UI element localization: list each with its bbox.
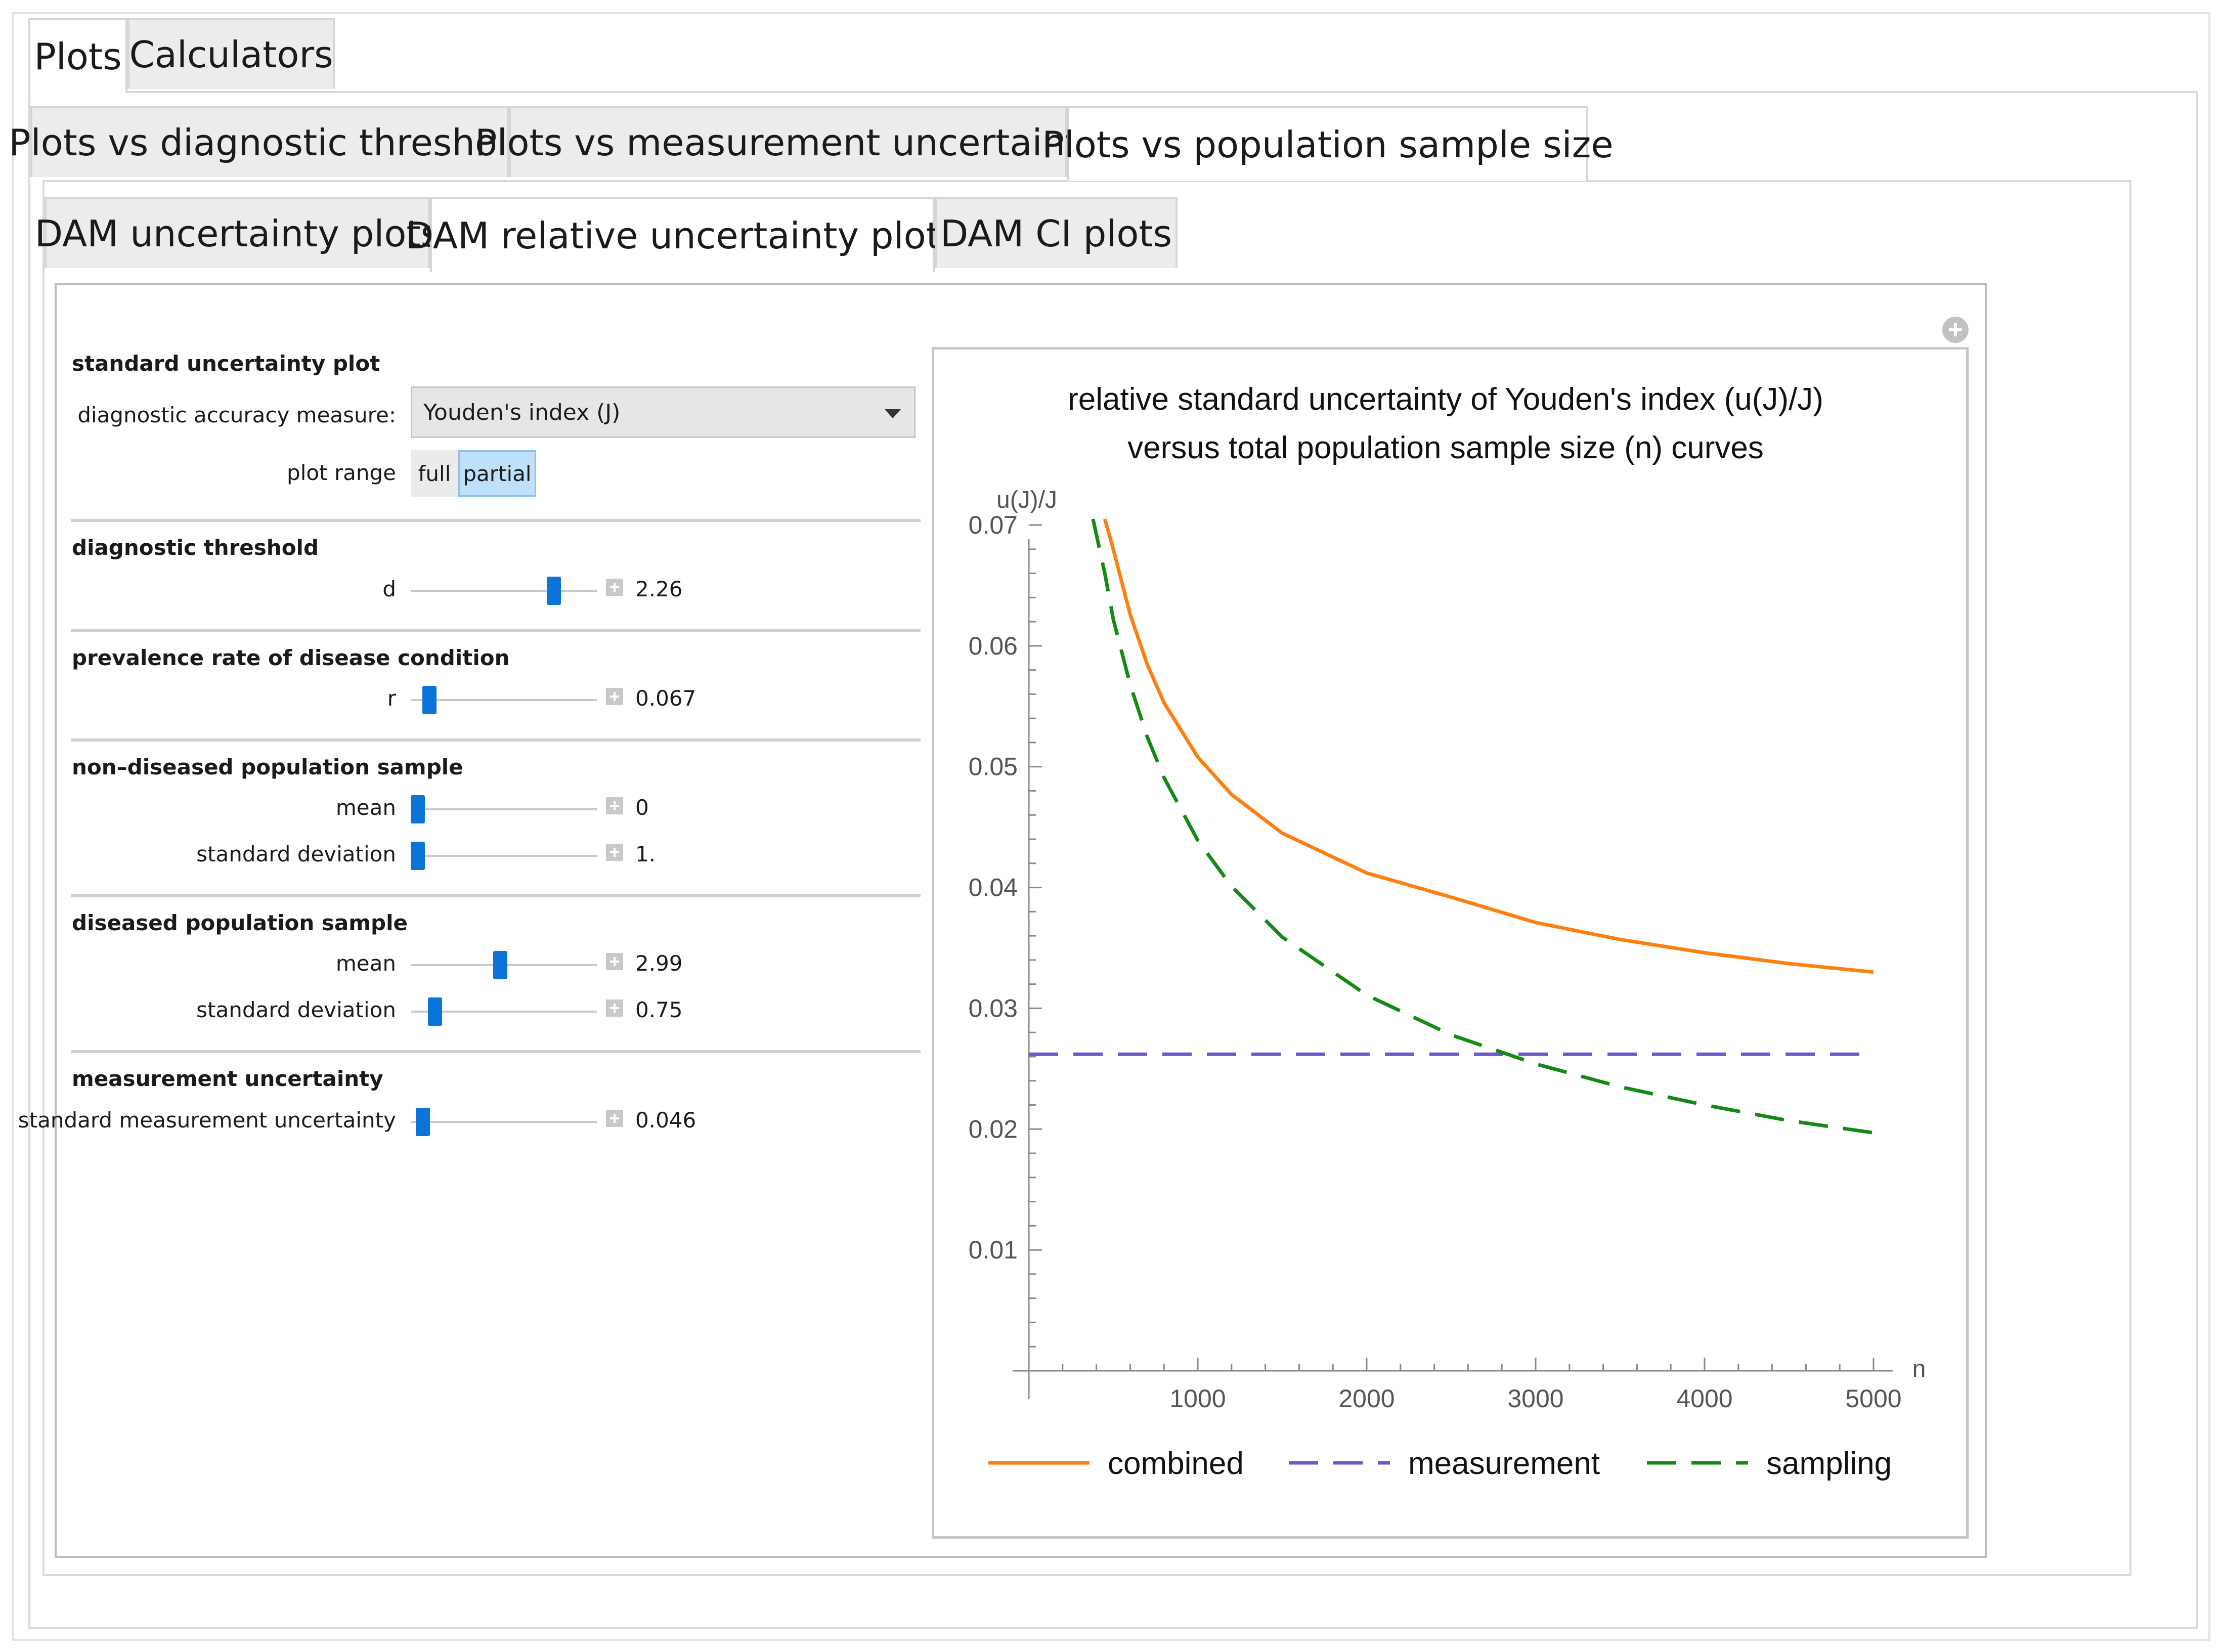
nondiseased-sd-plus-icon[interactable] bbox=[606, 844, 623, 861]
dam-select[interactable]: Youden's index (J) bbox=[411, 386, 916, 438]
x-tick-label: 3000 bbox=[1507, 1384, 1563, 1413]
diseased-sd-plus-icon[interactable] bbox=[606, 999, 623, 1017]
y-tick-label: 0.03 bbox=[969, 994, 1018, 1022]
divider bbox=[71, 894, 921, 897]
plot-range-label: plot range bbox=[287, 460, 396, 485]
legend-label-combined: combined bbox=[1108, 1446, 1244, 1481]
section-plot-title: standard uncertainty plot bbox=[72, 351, 380, 376]
measurement-slider-track[interactable] bbox=[411, 1121, 597, 1123]
tab-dam-relative-uncertainty[interactable]: DAM relative uncertainty plots bbox=[406, 197, 959, 272]
y-tick-label: 0.01 bbox=[969, 1236, 1018, 1264]
x-tick-label: 4000 bbox=[1676, 1384, 1732, 1413]
legend-label-measurement: measurement bbox=[1408, 1446, 1600, 1481]
tab-plots-vs-measurement[interactable]: Plots vs measurement uncertainty bbox=[475, 106, 1101, 177]
expand-plus-icon[interactable] bbox=[1941, 316, 1970, 344]
prevalence-value: 0.067 bbox=[635, 686, 696, 711]
nondiseased-sd-value: 1. bbox=[635, 842, 656, 866]
nondiseased-mean-slider-thumb[interactable] bbox=[411, 795, 425, 823]
prevalence-plus-icon[interactable] bbox=[606, 688, 623, 705]
chart-title-line1: relative standard uncertainty of Youden'… bbox=[1068, 382, 1823, 417]
measurement-value: 0.046 bbox=[635, 1108, 696, 1133]
nondiseased-mean-label: mean bbox=[335, 795, 396, 820]
y-tick-label: 0.06 bbox=[969, 632, 1018, 660]
diseased-sd-value: 0.75 bbox=[635, 997, 683, 1022]
y-tick-label: 0.07 bbox=[969, 511, 1018, 539]
threshold-slider-thumb[interactable] bbox=[546, 577, 561, 605]
diseased-sd-label: standard deviation bbox=[196, 997, 396, 1022]
x-axis-label: n bbox=[1912, 1356, 1926, 1382]
threshold-plus-icon[interactable] bbox=[606, 579, 623, 596]
dam-label: diagnostic accuracy measure: bbox=[77, 403, 396, 427]
y-tick-label: 0.02 bbox=[969, 1115, 1018, 1143]
divider bbox=[71, 1050, 921, 1053]
tab-plots-vs-population[interactable]: Plots vs population sample size bbox=[1042, 106, 1614, 181]
section-diseased-title: diseased population sample bbox=[72, 910, 408, 935]
divider bbox=[71, 629, 921, 632]
diseased-mean-value: 2.99 bbox=[635, 951, 683, 976]
threshold-slider-track[interactable] bbox=[411, 590, 597, 592]
series-line-combined bbox=[1103, 518, 1874, 974]
tab-plots-vs-threshold[interactable]: Plots vs diagnostic threshold bbox=[9, 106, 531, 177]
x-tick-label: 2000 bbox=[1338, 1384, 1395, 1413]
prevalence-label: r bbox=[387, 686, 396, 711]
tab-calculators[interactable]: Calculators bbox=[127, 18, 335, 89]
chart: relative standard uncertainty of Youden'… bbox=[969, 382, 1926, 1481]
nondiseased-mean-plus-icon[interactable] bbox=[606, 797, 623, 814]
chart-panel bbox=[932, 347, 1969, 1539]
x-tick-label: 5000 bbox=[1845, 1384, 1901, 1413]
prevalence-slider-thumb[interactable] bbox=[422, 686, 437, 714]
diseased-sd-slider-thumb[interactable] bbox=[428, 997, 442, 1026]
nondiseased-mean-slider-track[interactable] bbox=[411, 808, 597, 810]
nondiseased-mean-value: 0 bbox=[635, 795, 649, 820]
measurement-plus-icon[interactable] bbox=[606, 1110, 623, 1127]
threshold-label: d bbox=[382, 577, 396, 601]
nondiseased-sd-slider-track[interactable] bbox=[411, 855, 597, 857]
range-option-full[interactable]: full bbox=[411, 450, 458, 497]
section-threshold-title: diagnostic threshold bbox=[72, 535, 319, 560]
measurement-label: standard measurement uncertainty bbox=[18, 1108, 396, 1133]
chevron-down-icon bbox=[885, 409, 901, 418]
legend-label-sampling: sampling bbox=[1766, 1446, 1892, 1481]
range-option-partial[interactable]: partial bbox=[458, 450, 536, 497]
series-line-sampling bbox=[1091, 518, 1874, 1135]
divider bbox=[71, 519, 921, 522]
y-tick-label: 0.05 bbox=[969, 753, 1018, 781]
nondiseased-sd-slider-thumb[interactable] bbox=[411, 842, 425, 870]
prevalence-slider-track[interactable] bbox=[411, 699, 597, 701]
measurement-slider-thumb[interactable] bbox=[416, 1108, 430, 1136]
diseased-mean-slider-thumb[interactable] bbox=[493, 951, 508, 979]
tab-dam-uncertainty[interactable]: DAM uncertainty plots bbox=[35, 197, 440, 268]
divider bbox=[71, 738, 921, 742]
dam-select-value: Youden's index (J) bbox=[423, 399, 621, 425]
y-tick-label: 0.04 bbox=[969, 874, 1018, 902]
diseased-mean-label: mean bbox=[335, 951, 396, 976]
section-nondiseased-title: non–diseased population sample bbox=[72, 755, 463, 779]
diseased-sd-slider-track[interactable] bbox=[411, 1011, 597, 1013]
section-measurement-title: measurement uncertainty bbox=[72, 1066, 383, 1091]
tab-dam-ci[interactable]: DAM CI plots bbox=[935, 197, 1178, 268]
section-prevalence-title: prevalence rate of disease condition bbox=[72, 645, 510, 670]
threshold-value: 2.26 bbox=[635, 577, 683, 601]
tab-plots[interactable]: Plots bbox=[28, 18, 127, 93]
nondiseased-sd-label: standard deviation bbox=[196, 842, 396, 866]
diseased-mean-plus-icon[interactable] bbox=[606, 953, 623, 970]
x-tick-label: 1000 bbox=[1169, 1384, 1226, 1413]
y-axis-label: u(J)/J bbox=[996, 487, 1057, 513]
chart-title-line2: versus total population sample size (n) … bbox=[1127, 430, 1764, 465]
